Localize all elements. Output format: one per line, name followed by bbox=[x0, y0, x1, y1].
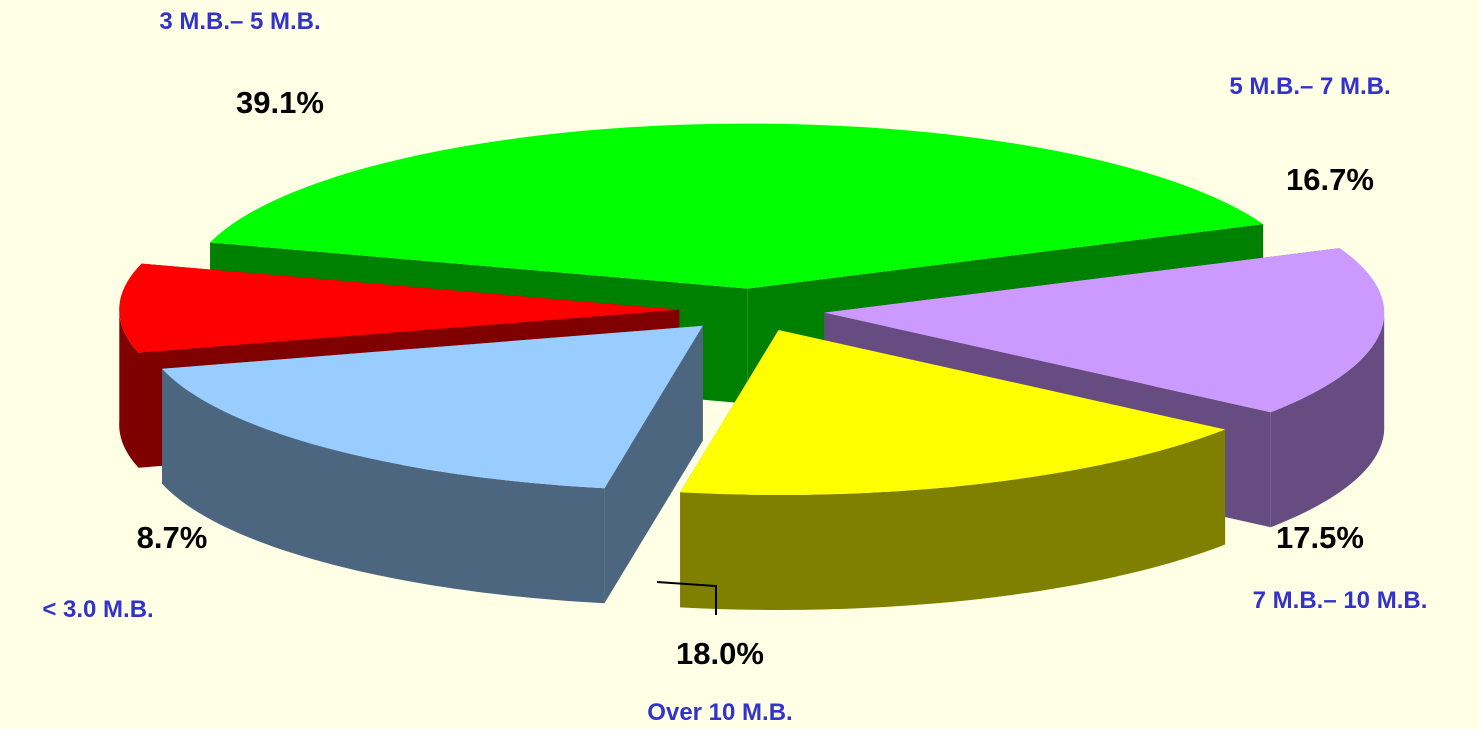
category-label-1: 5 M.B.– 7 M.B. bbox=[1229, 73, 1390, 100]
pie-wedge-3 bbox=[162, 325, 703, 604]
category-label-0: 3 M.B.– 5 M.B. bbox=[159, 8, 320, 35]
value-label-3: 18.0% bbox=[676, 636, 764, 671]
value-label-2: 17.5% bbox=[1276, 520, 1364, 555]
category-label-2: 7 M.B.– 10 M.B. bbox=[1253, 587, 1428, 614]
value-label-1: 16.7% bbox=[1286, 162, 1374, 197]
category-label-3: Over 10 M.B. bbox=[647, 699, 792, 726]
value-label-0: 39.1% bbox=[236, 85, 324, 120]
pie-wedge-2 bbox=[680, 329, 1226, 610]
leader-line bbox=[656, 581, 717, 615]
value-label-4: 8.7% bbox=[137, 520, 208, 555]
category-label-4: < 3.0 M.B. bbox=[42, 596, 153, 623]
